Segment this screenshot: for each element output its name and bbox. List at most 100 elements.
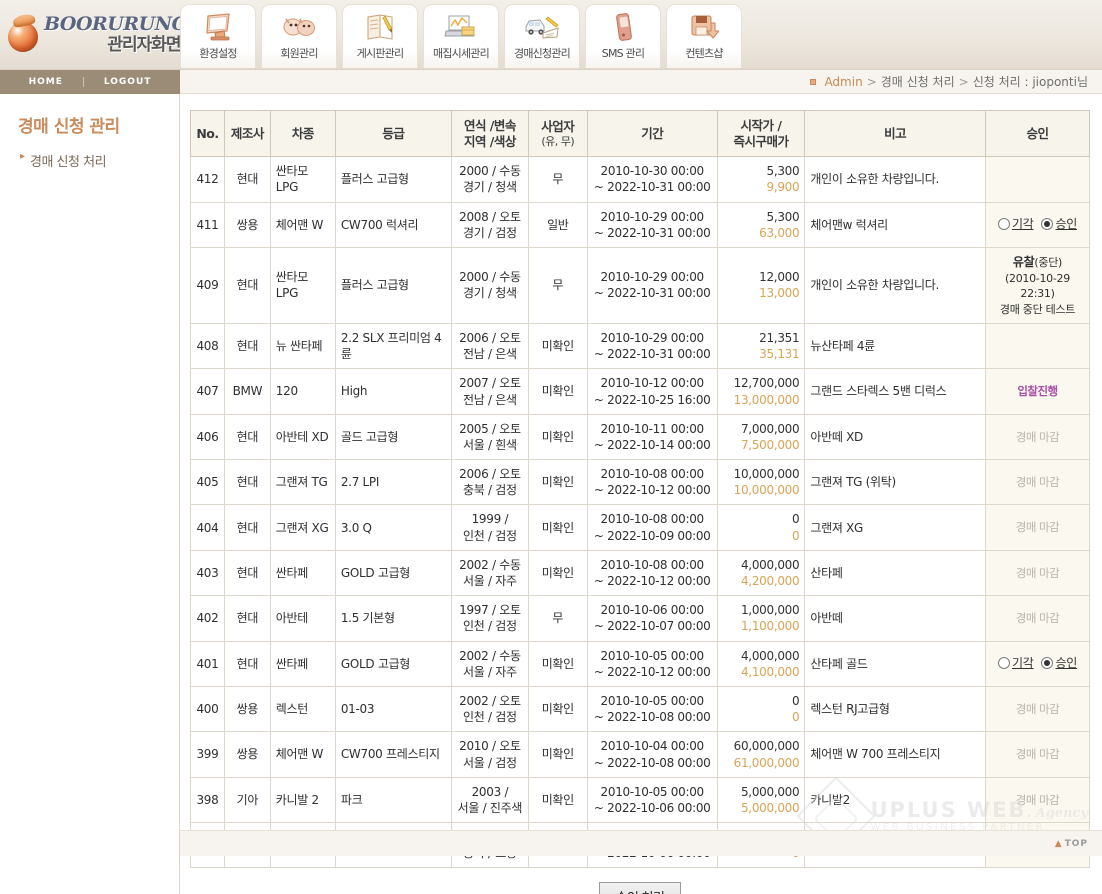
cell-no: 407 [190,368,225,415]
nav-item-board[interactable]: 게시판관리 [342,4,418,68]
globe-icon [8,21,38,52]
nav-item-sms[interactable]: SMS 관리 [585,4,661,68]
nav-item-price[interactable]: 매집시세관리 [423,4,499,68]
approval-radio-group[interactable]: 기각 승인 [998,216,1077,232]
cell-no: 411 [190,201,225,249]
cell-grade: 플러스 고급형 [334,247,452,324]
breadcrumb: Admin > 경매 신청 처리 > 신청 처리 : jioponti님 [810,73,1088,90]
cell-grade: GOLD 고급형 [334,640,452,687]
accept-label[interactable]: 승인 [1055,655,1077,670]
up-arrow-icon: ▲ [1054,838,1063,849]
agency-tagline: WEB BUSINESS PARTNER [870,822,1046,834]
cell-no: 400 [190,685,225,733]
status-badge-closed: 경매 마감 [1015,475,1060,490]
cell-period: 2010-10-06 00:00 ~ 2022-10-07 00:00 [586,595,718,642]
cell-memo: 개인이 소유한 차량입니다. [804,247,986,324]
top-nav: 환경설정 회원관리 [180,1,742,68]
top-header: BOORURUNG.COM 관리자화면 환경설정 [0,0,1102,70]
cell-no: 409 [190,247,225,324]
breadcrumb-level2[interactable]: 경매 신청 처리 [880,75,955,89]
cell-price: 7,000,000 7,500,000 [716,413,806,461]
cell-price: 4,000,000 4,200,000 [716,549,806,597]
cell-business: 미확인 [527,776,588,824]
sidebar-title: 경매 신청 관리 [18,117,120,137]
cell-business: 미확인 [527,368,588,415]
cell-no: 401 [190,640,225,687]
logout-link[interactable]: LOGOUT [103,77,152,87]
approve-submit-button[interactable]: 승인 처리 [598,882,682,894]
reject-label[interactable]: 기각 [1012,216,1034,231]
auction-requests-table: No. 제조사 차종 등급 연식 /변속 지역 /색상 사업자 (유, 무) 기… [190,109,1091,869]
home-link[interactable]: HOME [28,77,63,87]
cell-year-region: 1997 / 오토 인천 / 검정 [450,595,529,642]
cell-approve: 경매 마감 [984,413,1091,461]
cell-approve[interactable]: 기각 승인 [984,640,1091,687]
cell-approve[interactable]: 기각 승인 [984,201,1091,249]
cell-price: 60,000,000 61,000,000 [716,731,806,778]
cell-period: 2010-10-08 00:00 ~ 2022-10-12 00:00 [586,549,718,597]
breadcrumb-root[interactable]: Admin [824,74,863,89]
scroll-top-link[interactable]: ▲ TOP [1055,839,1088,849]
cell-model: 아반테 [269,595,336,642]
breadcrumb-level3: 신청 처리 : jioponti님 [972,75,1088,89]
table-row: 411 쌍용 체어맨 W CW700 럭셔리 2008 / 오토 경기 / 검정 일반 201… [190,201,1091,249]
cell-maker: 현대 [223,322,271,370]
cell-business: 미확인 [527,413,588,461]
cell-business: 미확인 [527,459,588,506]
status-badge-closed: 경매 마감 [1015,611,1060,626]
floppy-download-icon [689,11,719,43]
cell-no: 408 [190,322,225,370]
cell-maker: 쌍용 [223,201,271,249]
cell-grade: GOLD 고급형 [334,549,452,597]
cell-price: 12,000 13,000 [716,247,806,324]
fail-time: (2010-10-29 22:31) [1005,271,1070,301]
cell-maker: 현대 [223,156,271,203]
fail-title: 유찰 [1012,255,1035,269]
accept-label[interactable]: 승인 [1055,216,1077,231]
reject-radio[interactable] [998,656,1010,669]
cell-grade: 파크 [334,776,452,824]
cell-grade: 1.5 기본형 [334,595,452,642]
cell-year-region: 2007 / 오토 전남 / 은색 [450,368,529,415]
table-body: 412 현대 싼타모 LPG 플러스 고급형 2000 / 수동 경기 / 청색 무 2010-… [190,156,1091,869]
cell-maker: 현대 [223,549,271,597]
cell-memo: 아반떼 [804,595,986,642]
table-row: 409 현대 싼타모 LPG 플러스 고급형 2000 / 수동 경기 / 청색 무 2010-… [190,247,1091,324]
content-area: No. 제조사 차종 등급 연식 /변속 지역 /색상 사업자 (유, 무) 기… [180,94,1102,894]
th-memo: 비고 [804,109,986,158]
cell-approve: 경매 마감 [984,549,1091,597]
cell-model: 싼타모 LPG [269,247,336,324]
agency-logo: UPLUS WEB. Agency WEB BUSINESS PARTNER [796,776,1088,856]
approval-radio-group[interactable]: 기각 승인 [998,655,1077,671]
nav-item-members[interactable]: 회원관리 [261,4,337,68]
reject-label[interactable]: 기각 [1012,655,1034,670]
cell-maker: 쌍용 [223,685,271,733]
cell-no: 402 [190,595,225,642]
cell-memo: 아반떼 XD [804,413,986,461]
table-row: 406 현대 아반테 XD 골드 고급형 2005 / 오토 서울 / 흰색 미확인 2010… [190,413,1091,461]
cell-price: 21,351 35,131 [716,322,806,370]
cell-model: 싼타페 [269,640,336,687]
nav-item-contents-shop[interactable]: 컨텐츠샵 [666,4,742,68]
accept-radio[interactable] [1041,656,1054,669]
car-document-icon [524,11,560,43]
sidebar-item-auction-process[interactable]: 경매 신청 처리 [0,151,179,170]
nav-item-auction[interactable]: 경매신청관리 [504,4,580,68]
cell-year-region: 1999 /인천 / 검정 [450,504,529,551]
cell-year-region: 2008 / 오토 경기 / 검정 [450,201,529,249]
status-failed: 유찰(중단) (2010-10-29 22:31) 경매 중단 테스트 [991,254,1084,317]
table-row: 400 쌍용 렉스턴 01-03 2002 / 오토 인천 / 검정 미확인 2010-10-… [190,685,1091,733]
site-logo[interactable]: BOORURUNG.COM 관리자화면 [0,14,244,55]
table-row: 407 BMW 120 High 2007 / 오토 전남 / 은색 미확인 2010-10-… [190,368,1091,415]
th-price-line1: 시작가 / [740,118,782,133]
cell-model: 그랜져 XG [269,504,336,551]
reject-radio[interactable] [998,217,1010,230]
nav-item-settings[interactable]: 환경설정 [180,4,256,68]
cell-year-region: 2002 / 수동 서울 / 자주 [450,640,529,687]
accept-radio[interactable] [1041,217,1054,230]
cell-model: 120 [269,368,336,415]
th-price: 시작가 / 즉시구매가 [716,109,806,158]
cell-grade: CW700 프레스티지 [334,731,452,778]
